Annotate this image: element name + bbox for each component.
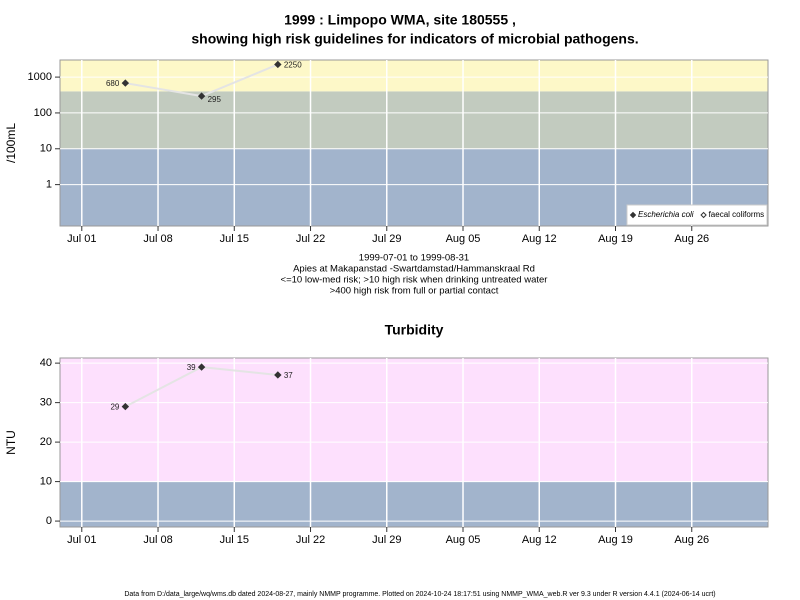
x-tick-label: Jul 15: [220, 534, 249, 546]
x-tick-label: Jul 29: [372, 233, 401, 245]
x-tick-label: Aug 26: [674, 534, 709, 546]
note: Apies at Makapanstad -Swartdamstad/Hamma…: [293, 264, 535, 275]
data-label: 295: [208, 95, 222, 104]
x-tick-label: Jul 01: [67, 233, 96, 245]
chart-title: 1999 : Limpopo WMA, site 180555 ,: [284, 12, 516, 28]
y-axis-label: NTU: [4, 430, 18, 455]
data-label: 2250: [284, 61, 302, 70]
x-tick-label: Jul 08: [143, 233, 172, 245]
x-tick-label: Aug 05: [446, 233, 481, 245]
data-point: [197, 363, 206, 371]
data-point: [121, 79, 130, 87]
y-tick-label: 1: [46, 179, 52, 191]
data-point: [121, 402, 130, 411]
note: >400 high risk from full or partial cont…: [330, 286, 499, 297]
chart-title: Turbidity: [385, 322, 444, 338]
x-tick-label: Jul 22: [296, 233, 325, 245]
legend-marker: [629, 211, 637, 219]
x-tick-label: Jul 08: [143, 534, 172, 546]
plot-frame: [59, 59, 769, 227]
data-label: 37: [284, 371, 293, 380]
risk-band: [60, 60, 768, 92]
x-tick-label: Aug 05: [446, 534, 481, 546]
data-point: [197, 92, 206, 100]
legend-label: Escherichia coli: [638, 210, 694, 219]
x-tick-label: Jul 29: [372, 534, 401, 546]
legend-box: [626, 204, 768, 226]
y-tick-label: 30: [40, 397, 52, 409]
x-tick-label: Aug 19: [598, 534, 633, 546]
y-tick-label: 40: [40, 357, 52, 369]
note: 1999-07-01 to 1999-08-31: [359, 253, 469, 264]
risk-band: [60, 481, 768, 527]
note: <=10 low-med risk; >10 high risk when dr…: [281, 275, 548, 286]
data-label: 29: [110, 403, 119, 412]
y-tick-label: 1000: [28, 71, 52, 83]
footer: Data from D:/data_large/wq/wms.db dated …: [124, 591, 715, 598]
data-label: 680: [106, 79, 120, 88]
x-tick-label: Aug 12: [522, 534, 557, 546]
y-tick-label: 0: [46, 515, 52, 527]
data-label: 39: [187, 363, 196, 372]
risk-band: [60, 91, 768, 149]
data-point: [274, 60, 282, 69]
y-axis-label: /100mL: [4, 123, 18, 163]
x-tick-label: Jul 01: [67, 534, 96, 546]
x-tick-label: Jul 15: [220, 233, 249, 245]
legend-marker: [700, 211, 707, 219]
y-tick-label: 10: [40, 143, 52, 155]
x-tick-label: Aug 19: [598, 233, 633, 245]
x-tick-label: Aug 26: [674, 233, 709, 245]
x-tick-label: Aug 12: [522, 233, 557, 245]
chart-subtitle: showing high risk guidelines for indicat…: [191, 31, 638, 47]
y-tick-label: 10: [40, 475, 52, 487]
data-point: [274, 371, 282, 379]
x-tick-label: Jul 22: [296, 534, 325, 546]
y-tick-label: 100: [34, 107, 52, 119]
legend-label: faecal coliforms: [709, 210, 765, 219]
risk-band: [60, 358, 768, 482]
y-tick-label: 20: [40, 436, 52, 448]
